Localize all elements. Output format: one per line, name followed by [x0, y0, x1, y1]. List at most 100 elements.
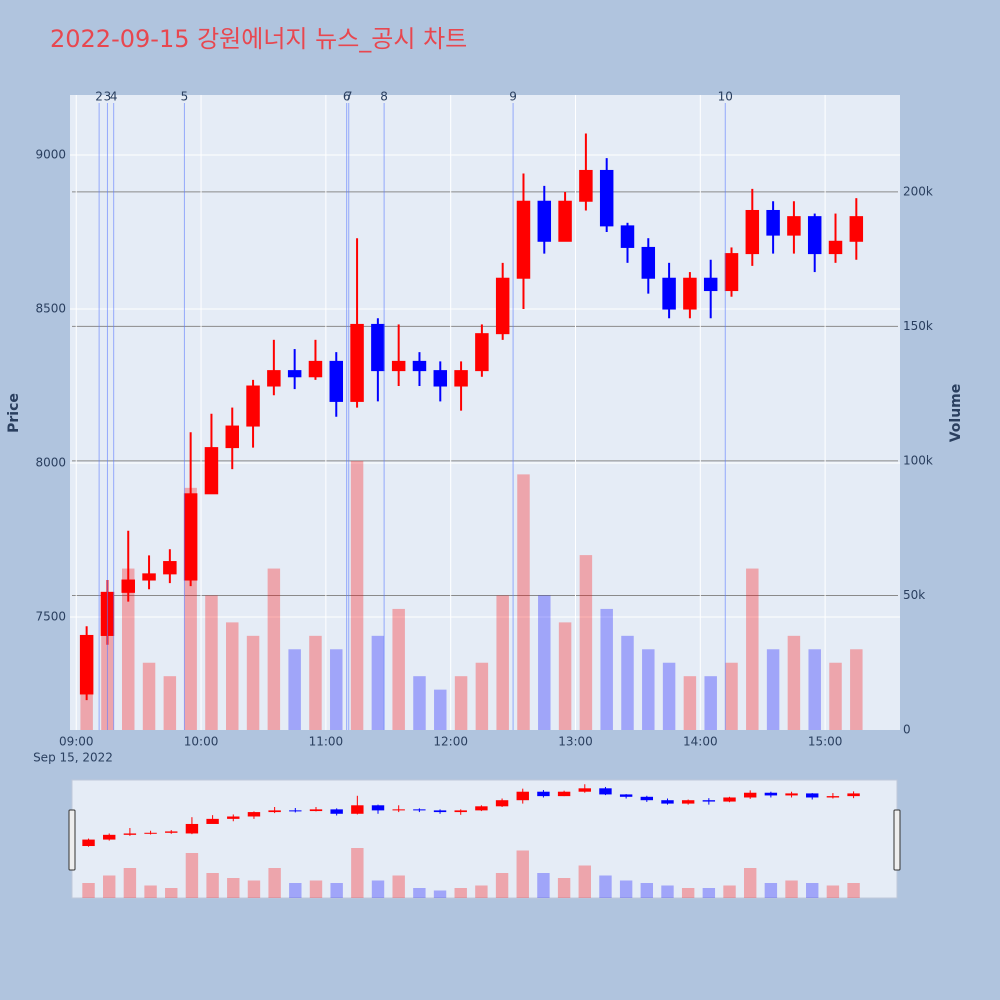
- volume-bar: [392, 608, 405, 730]
- volume-bar: [766, 649, 780, 730]
- candle-body: [537, 200, 552, 242]
- y2-tick-label: 100k: [903, 453, 933, 467]
- range-slider[interactable]: [71, 779, 898, 899]
- slider-candle-body: [847, 793, 860, 797]
- slider-volume-bar: [516, 850, 529, 898]
- news-label: 5: [181, 90, 189, 104]
- slider-candle-body: [826, 796, 840, 798]
- candle-body: [350, 323, 364, 402]
- volume-bar: [558, 622, 572, 730]
- candle-body: [142, 573, 156, 581]
- volume-bar: [122, 568, 135, 730]
- slider-volume-bar: [309, 880, 323, 898]
- volume-bar: [288, 649, 301, 730]
- slider-candle-body: [165, 831, 178, 833]
- slider-candle-body: [371, 805, 385, 811]
- slider-volume-bar: [144, 885, 157, 898]
- slider-candle-body: [309, 809, 323, 812]
- volume-bar: [309, 635, 322, 730]
- slider-volume-bar: [661, 885, 674, 898]
- candle-body: [454, 370, 468, 387]
- slider-volume-bar: [619, 880, 633, 898]
- slider-volume-bar: [351, 848, 364, 898]
- slider-candle-body: [475, 806, 488, 811]
- slider-candle-body: [268, 810, 281, 813]
- slider-candle-body: [743, 792, 757, 798]
- news-label: 3: [104, 90, 112, 104]
- y2-axis-title: Volume: [948, 384, 964, 443]
- x-tick-label: 09:00: [59, 735, 94, 749]
- slider-volume-bar: [433, 890, 447, 898]
- candle-body: [641, 246, 656, 279]
- volume-bar: [808, 649, 821, 730]
- volume-bar: [475, 662, 489, 730]
- volume-bar: [662, 662, 676, 730]
- volume-bar: [496, 595, 509, 730]
- volume-bar: [642, 649, 655, 730]
- slider-volume-bar: [743, 868, 757, 898]
- slider-volume-bar: [206, 873, 219, 898]
- candle-body: [183, 493, 198, 581]
- volume-bar: [579, 555, 593, 730]
- slider-candle-body: [185, 823, 199, 834]
- candle-body: [329, 360, 344, 402]
- volume-bar: [371, 635, 385, 730]
- slider-handle: [893, 809, 901, 871]
- candle-body: [371, 323, 385, 372]
- y2-tick-label: 50k: [903, 588, 925, 602]
- x-tick-label: 14:00: [683, 735, 718, 749]
- slider-candle-body: [557, 791, 571, 797]
- slider-candle-body: [640, 796, 654, 801]
- slider-candle-body: [578, 788, 591, 792]
- plot-area: [70, 95, 900, 730]
- slider-candle-body: [227, 816, 240, 819]
- candle-body: [703, 277, 718, 292]
- slider-candle-body: [599, 788, 612, 795]
- slider-candle-body: [289, 810, 302, 812]
- volume-bar: [413, 676, 426, 730]
- slider-candle-body: [806, 793, 819, 798]
- candle-body: [267, 370, 281, 387]
- slider-candle-body: [103, 834, 116, 840]
- slider-volume-bar: [371, 880, 385, 898]
- volume-bar: [704, 676, 717, 730]
- volume-bar: [267, 568, 281, 730]
- slider-volume-bar: [702, 888, 716, 898]
- candle-body: [246, 385, 260, 427]
- volume-bar: [163, 676, 177, 730]
- candle-body: [807, 216, 822, 255]
- volume-bar: [829, 662, 842, 730]
- slider-candle-body: [144, 832, 157, 834]
- volume-bar: [517, 474, 530, 730]
- x-tick-label: 11:00: [309, 735, 344, 749]
- news-label: 4: [110, 90, 118, 104]
- slider-candle-body: [454, 810, 467, 813]
- candle-body: [828, 240, 843, 255]
- slider-volume-bar: [495, 873, 509, 898]
- slider-volume-bar: [247, 880, 261, 898]
- slider-candle-body: [537, 791, 550, 797]
- slider-volume-bar: [185, 853, 199, 898]
- candle-body: [225, 425, 239, 449]
- slider-candle-body: [516, 791, 529, 801]
- slider-volume-bar: [723, 885, 736, 898]
- slider-volume-bar: [537, 873, 550, 898]
- y-tick-label: 8500: [35, 302, 66, 316]
- slider-candle-body: [330, 809, 343, 814]
- x-tick-label: 12:00: [433, 735, 468, 749]
- slider-candle-body: [123, 833, 137, 835]
- candle-body: [849, 216, 864, 242]
- y2-tick-label: 150k: [903, 319, 933, 333]
- candle-body: [620, 225, 635, 248]
- candle-body: [683, 277, 697, 310]
- slider-candle-body: [661, 800, 674, 804]
- candle-body: [745, 209, 760, 255]
- candle-body: [204, 447, 219, 495]
- slider-volume-bar: [123, 868, 137, 898]
- candle-body: [412, 360, 427, 372]
- volume-bar: [434, 689, 447, 730]
- slider-candle-body: [433, 810, 447, 813]
- candle-body: [121, 579, 135, 593]
- slider-volume-bar: [413, 888, 426, 898]
